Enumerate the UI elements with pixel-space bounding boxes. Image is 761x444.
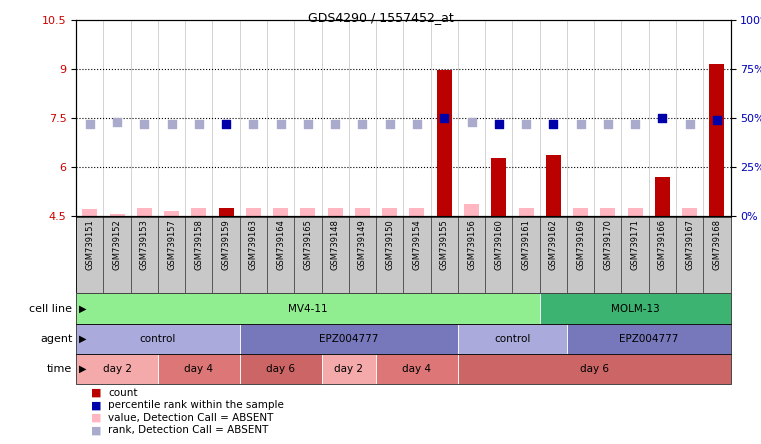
Text: GSM739171: GSM739171	[631, 219, 639, 270]
Point	[329, 120, 341, 127]
Point	[275, 120, 287, 127]
Text: GSM739151: GSM739151	[85, 219, 94, 270]
Bar	[246, 208, 261, 216]
Text: GSM739160: GSM739160	[495, 219, 503, 270]
Bar	[164, 211, 179, 216]
Text: cell line: cell line	[29, 304, 72, 313]
Point	[466, 118, 478, 125]
Text: GSM739159: GSM739159	[221, 219, 231, 270]
Text: count: count	[108, 388, 138, 398]
Text: rank, Detection Call = ABSENT: rank, Detection Call = ABSENT	[108, 425, 269, 435]
Bar	[82, 209, 97, 216]
Point	[356, 120, 368, 127]
Text: GSM739161: GSM739161	[521, 219, 530, 270]
Point	[193, 120, 205, 127]
Text: GSM739165: GSM739165	[304, 219, 312, 270]
Text: GSM739158: GSM739158	[194, 219, 203, 270]
Point	[84, 120, 96, 127]
Bar	[464, 204, 479, 216]
Bar	[301, 208, 315, 216]
Bar	[682, 208, 697, 216]
Bar	[492, 158, 506, 216]
Text: GSM739168: GSM739168	[712, 219, 721, 270]
Point	[111, 118, 123, 125]
Text: GSM739153: GSM739153	[140, 219, 148, 270]
Point	[220, 120, 232, 127]
Text: ▶: ▶	[79, 364, 87, 374]
Bar	[328, 208, 342, 216]
Bar	[437, 70, 452, 216]
Bar	[355, 208, 370, 216]
Text: day 6: day 6	[580, 364, 609, 374]
Bar	[382, 208, 397, 216]
Point	[656, 115, 668, 122]
Text: day 4: day 4	[184, 364, 213, 374]
Bar	[273, 208, 288, 216]
Bar	[546, 155, 561, 216]
Text: GSM739148: GSM739148	[331, 219, 339, 270]
Point	[683, 120, 696, 127]
Text: time: time	[47, 364, 72, 374]
Point	[139, 120, 151, 127]
Text: ▶: ▶	[79, 304, 87, 313]
Text: GSM739166: GSM739166	[658, 219, 667, 270]
Bar	[600, 208, 616, 216]
Point	[602, 120, 614, 127]
Text: GSM739155: GSM739155	[440, 219, 449, 270]
Point	[411, 120, 423, 127]
Bar	[709, 64, 724, 216]
Point	[438, 115, 451, 122]
Text: ■: ■	[91, 400, 102, 410]
Bar	[218, 208, 234, 216]
Text: agent: agent	[40, 334, 72, 344]
Point	[520, 120, 532, 127]
Bar	[655, 177, 670, 216]
Text: MOLM-13: MOLM-13	[611, 304, 660, 313]
Text: GSM739163: GSM739163	[249, 219, 258, 270]
Text: ▶: ▶	[79, 334, 87, 344]
Text: GSM739164: GSM739164	[276, 219, 285, 270]
Text: ■: ■	[91, 413, 102, 423]
Text: day 2: day 2	[334, 364, 363, 374]
Point	[302, 120, 314, 127]
Bar	[628, 208, 642, 216]
Point	[165, 120, 177, 127]
Text: GSM739157: GSM739157	[167, 219, 176, 270]
Point	[492, 120, 505, 127]
Text: day 6: day 6	[266, 364, 295, 374]
Text: EPZ004777: EPZ004777	[319, 334, 378, 344]
Bar	[409, 208, 425, 216]
Point	[711, 116, 723, 123]
Text: day 2: day 2	[103, 364, 132, 374]
Text: GSM739149: GSM739149	[358, 219, 367, 270]
Text: ■: ■	[91, 425, 102, 435]
Bar	[518, 208, 533, 216]
Text: GDS4290 / 1557452_at: GDS4290 / 1557452_at	[307, 11, 454, 24]
Point	[247, 120, 260, 127]
Text: GSM739150: GSM739150	[385, 219, 394, 270]
Text: control: control	[140, 334, 176, 344]
Point	[629, 120, 642, 127]
Text: GSM739156: GSM739156	[467, 219, 476, 270]
Point	[384, 120, 396, 127]
Point	[575, 120, 587, 127]
Text: GSM739162: GSM739162	[549, 219, 558, 270]
Bar	[137, 208, 151, 216]
Text: percentile rank within the sample: percentile rank within the sample	[108, 400, 284, 410]
Text: EPZ004777: EPZ004777	[619, 334, 679, 344]
Text: GSM739154: GSM739154	[412, 219, 422, 270]
Text: day 4: day 4	[403, 364, 431, 374]
Text: ■: ■	[91, 388, 102, 398]
Bar	[110, 214, 125, 216]
Text: control: control	[494, 334, 530, 344]
Bar	[573, 208, 588, 216]
Text: GSM739170: GSM739170	[603, 219, 613, 270]
Bar	[191, 208, 206, 216]
Text: value, Detection Call = ABSENT: value, Detection Call = ABSENT	[108, 413, 273, 423]
Point	[547, 120, 559, 127]
Text: GSM739169: GSM739169	[576, 219, 585, 270]
Text: GSM739167: GSM739167	[685, 219, 694, 270]
Text: GSM739152: GSM739152	[113, 219, 122, 270]
Text: MV4-11: MV4-11	[288, 304, 328, 313]
